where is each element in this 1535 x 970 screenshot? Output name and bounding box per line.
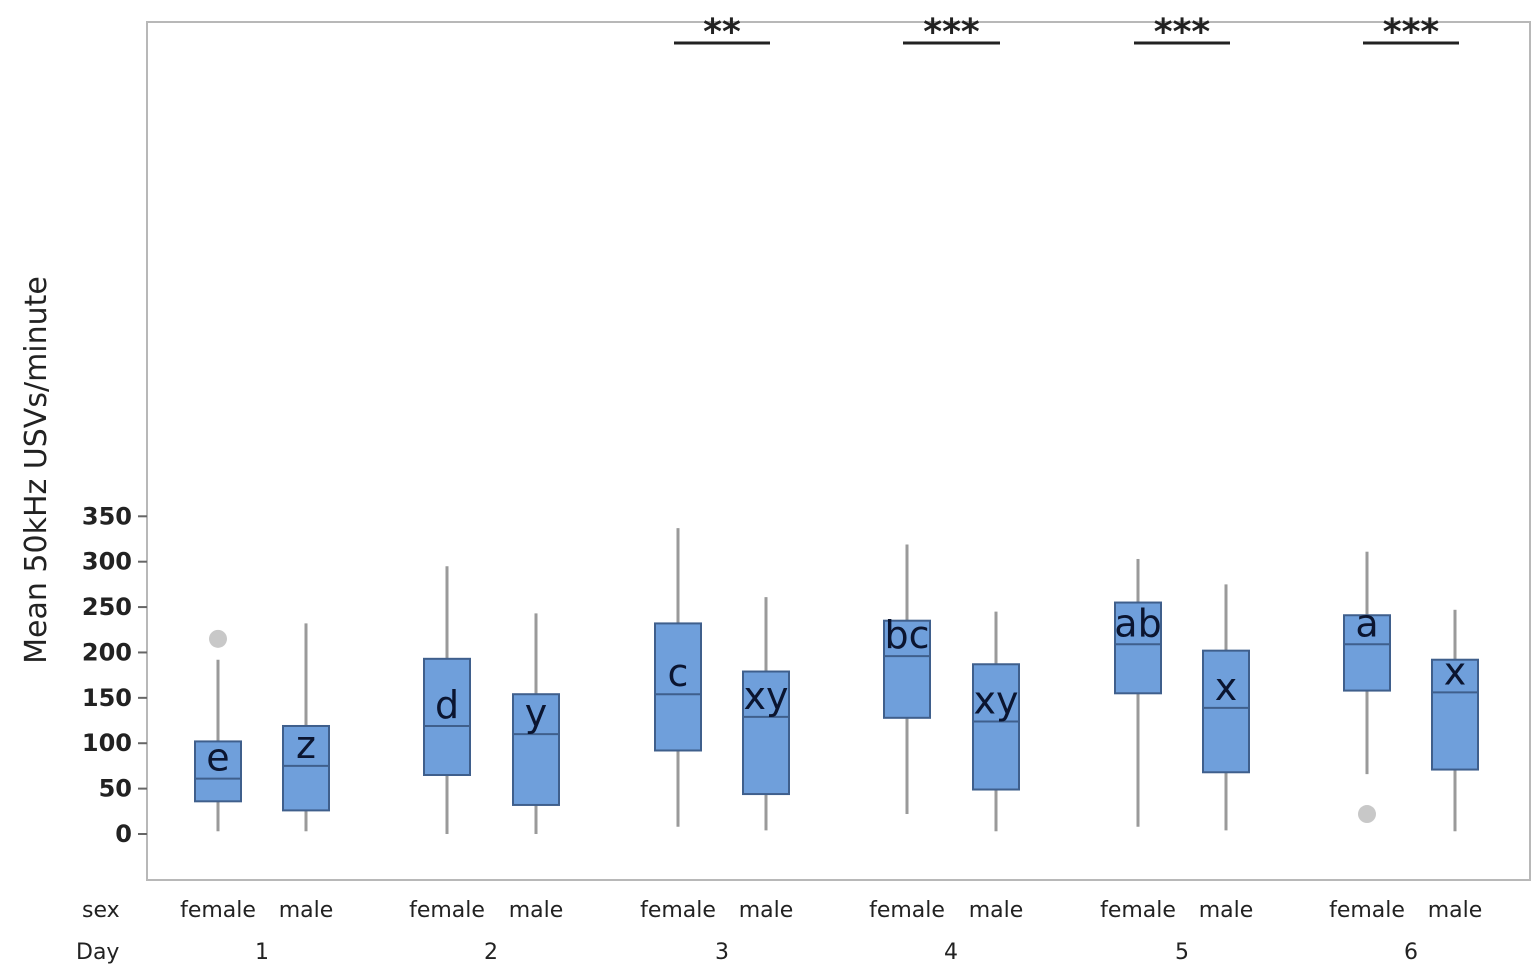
box-group-day3-female: c	[654, 528, 702, 827]
box-group-day1-female: e	[194, 629, 242, 832]
significance-stars: **	[703, 12, 741, 53]
group-letter: xy	[974, 678, 1019, 722]
box-iqr	[1431, 658, 1479, 771]
day-label: 6	[1404, 940, 1418, 965]
group-letter: d	[435, 683, 459, 727]
box-group-day2-male: y	[512, 613, 560, 834]
sex-label: male	[969, 898, 1024, 923]
box-group-day3-male: xy	[742, 597, 790, 831]
box-group-day2-female: d	[423, 566, 471, 834]
group-letter: y	[525, 691, 548, 735]
box-iqr	[1202, 649, 1250, 774]
group-letter: bc	[884, 613, 929, 657]
significance-stars: ***	[923, 12, 980, 53]
x-axis-labels: sex Day female male female male female male fe…	[76, 898, 1482, 965]
row-label-sex: sex	[82, 898, 120, 923]
group-letter: ab	[1114, 601, 1161, 645]
boxes-layer: e z d y c xy bc xy ab x a x	[194, 528, 1479, 834]
box-iqr	[194, 740, 242, 803]
group-letter: e	[206, 736, 229, 780]
day-label: 3	[715, 940, 729, 965]
day-label: 2	[484, 940, 498, 965]
sex-label: male	[509, 898, 564, 923]
group-letter: z	[296, 723, 316, 767]
sex-label: male	[739, 898, 794, 923]
y-tick-label: 0	[115, 820, 132, 848]
outlier-point	[1358, 805, 1376, 824]
sex-label: female	[1100, 898, 1176, 923]
y-axis: 0 50 100 150 200 250 300 350	[82, 502, 147, 848]
group-letter: c	[668, 651, 689, 695]
box-iqr	[1343, 614, 1391, 692]
box-group-day1-male: z	[282, 623, 330, 832]
y-tick-label: 150	[82, 684, 132, 712]
significance-day5: ***	[1134, 12, 1230, 53]
box-iqr	[742, 670, 790, 796]
box-iqr	[282, 724, 330, 812]
significance-day6: ***	[1363, 12, 1459, 53]
y-tick-label: 250	[82, 593, 132, 621]
y-tick-label: 200	[82, 638, 132, 666]
y-tick-label: 350	[82, 502, 132, 530]
box-iqr	[972, 663, 1020, 791]
box-group-day4-female: bc	[883, 544, 931, 815]
box-iqr	[1114, 601, 1162, 695]
day-label: 1	[255, 940, 269, 965]
group-letter: a	[1355, 601, 1378, 645]
box-group-day5-female: ab	[1114, 558, 1162, 827]
sex-label: male	[1199, 898, 1254, 923]
box-iqr	[654, 622, 702, 752]
box-group-day6-male: x	[1431, 609, 1479, 832]
box-iqr	[883, 619, 931, 719]
sex-label: female	[869, 898, 945, 923]
y-axis-label: Mean 50kHz USVs/minute	[19, 276, 54, 664]
sex-label: male	[1428, 898, 1483, 923]
sex-label: male	[279, 898, 334, 923]
sex-label: female	[180, 898, 256, 923]
day-label: 4	[944, 940, 958, 965]
row-label-day: Day	[76, 940, 119, 965]
y-tick-label: 300	[82, 548, 132, 576]
outlier-point	[209, 629, 227, 648]
y-tick-label: 100	[82, 729, 132, 757]
significance-layer: ** *** *** ***	[674, 12, 1459, 53]
box-group-day5-male: x	[1202, 584, 1250, 831]
sex-label: female	[409, 898, 485, 923]
y-tick-label: 50	[99, 775, 132, 803]
significance-stars: ***	[1154, 12, 1211, 53]
box-iqr	[423, 657, 471, 776]
significance-day3: **	[674, 12, 770, 53]
group-letter: xy	[744, 674, 789, 718]
box-group-day4-male: xy	[972, 611, 1020, 832]
box-group-day6-female: a	[1343, 551, 1391, 824]
significance-day4: ***	[903, 12, 1000, 53]
group-letter: x	[1215, 665, 1238, 709]
group-letter: x	[1444, 649, 1467, 693]
sex-label: female	[1329, 898, 1405, 923]
box-iqr	[512, 693, 560, 806]
plot-frame	[146, 21, 1531, 881]
day-label: 5	[1175, 940, 1189, 965]
sex-label: female	[640, 898, 716, 923]
significance-stars: ***	[1383, 12, 1440, 53]
